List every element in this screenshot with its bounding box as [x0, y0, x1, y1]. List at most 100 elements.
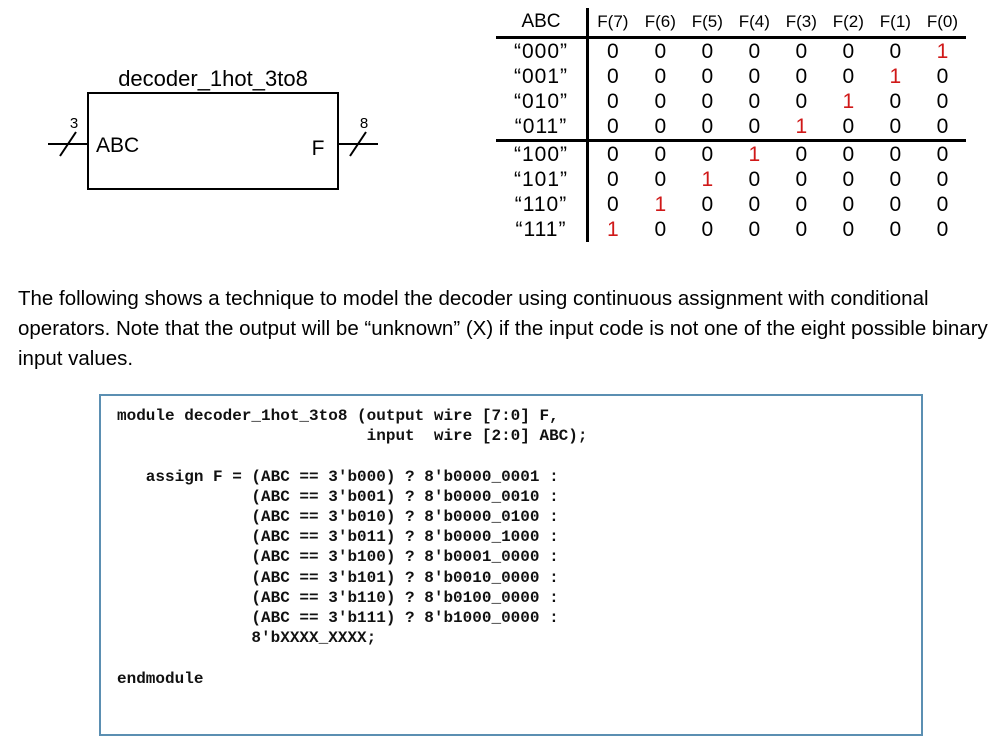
- truth-table-row: “011” 0 0 0 0 1 0 0 0: [496, 114, 966, 141]
- truth-table-output-header: F(0): [918, 8, 966, 39]
- truth-table-output-cell: 0: [701, 218, 714, 241]
- truth-table-input-cell: “111”: [496, 217, 589, 242]
- truth-table-output-cell: 0: [701, 193, 714, 216]
- truth-table-output-cell: 1: [701, 168, 714, 191]
- truth-table-output-cell: 0: [607, 90, 619, 113]
- truth-table-output-cell: 0: [936, 168, 949, 191]
- code-line: (ABC == 3'b001) ? 8'b0000_0010 :: [117, 487, 559, 506]
- truth-table-output-cell: 0: [889, 90, 902, 113]
- code-line: (ABC == 3'b111) ? 8'b1000_0000 :: [117, 609, 559, 628]
- truth-table-output-cell: 1: [795, 115, 808, 138]
- truth-table-output-cell: 0: [654, 40, 667, 63]
- truth-table-output-cell: 0: [824, 139, 872, 167]
- truth-table-output-cell: 0: [795, 193, 808, 216]
- truth-table-input-cell: “110”: [496, 192, 589, 217]
- code-line: (ABC == 3'b011) ? 8'b0000_1000 :: [117, 528, 559, 547]
- truth-table-row: “001” 0 0 0 0 0 0 1 0: [496, 64, 966, 89]
- block-title: decoder_1hot_3to8: [118, 66, 308, 91]
- truth-table-output-header: F(5): [683, 8, 731, 39]
- truth-table-output-cell: 0: [683, 139, 731, 167]
- truth-table-input-cell: “100”: [496, 139, 589, 167]
- truth-table-output-header: F(7): [587, 8, 637, 39]
- truth-table-output-cell: 0: [607, 40, 619, 63]
- truth-table-output-cell: 0: [795, 168, 808, 191]
- truth-table-output-cell: 0: [842, 168, 855, 191]
- truth-table-output-cell: 0: [842, 65, 855, 88]
- truth-table-output-cell: 0: [936, 65, 949, 88]
- truth-table-output-cell: 0: [654, 65, 667, 88]
- truth-table-output-cell: 0: [748, 90, 761, 113]
- code-line: endmodule: [117, 669, 204, 688]
- truth-table-output-cell: 0: [636, 139, 684, 167]
- truth-table-output-cell: 0: [607, 65, 619, 88]
- truth-table-output-cell: 0: [701, 40, 714, 63]
- truth-table-output-cell: 1: [842, 90, 855, 113]
- truth-table-input-header: ABC: [496, 8, 589, 39]
- truth-table-output-cell: 0: [889, 168, 902, 191]
- truth-table-output-cell: 0: [777, 139, 825, 167]
- truth-table-body: “000” 0 0 0 0 0 0 0 1 “001” 0 0 0 0 0 0 1 0 “010” 0 0 0 0 0 1 0 0 “…: [496, 37, 966, 242]
- truth-table-output-cell: 0: [795, 65, 808, 88]
- truth-table-output-cell: 0: [936, 115, 949, 138]
- truth-table: ABC F(7) F(6) F(5) F(4) F(3) F(2) F(1) F(0) “00…: [496, 8, 966, 270]
- truth-table-output-cell: 0: [654, 218, 667, 241]
- truth-table-output-header: F(1): [871, 8, 919, 39]
- truth-table-output-cell: 1: [889, 65, 902, 88]
- truth-table-row: “000” 0 0 0 0 0 0 0 1: [496, 37, 966, 64]
- code-line: (ABC == 3'b110) ? 8'b0100_0000 :: [117, 588, 559, 607]
- output-bus-width: 8: [360, 115, 368, 132]
- description-text: The following shows a technique to model…: [18, 287, 988, 370]
- truth-table-row: “111” 1 0 0 0 0 0 0 0: [496, 217, 966, 242]
- truth-table-output-cell: 1: [730, 139, 778, 167]
- truth-table-output-cell: 0: [654, 90, 667, 113]
- verilog-code: module decoder_1hot_3to8 (output wire [7…: [101, 396, 921, 689]
- truth-table-output-header: F(6): [636, 8, 684, 39]
- input-bus-slash: [59, 131, 77, 157]
- input-port-label: ABC: [96, 134, 139, 157]
- truth-table-output-cell: 0: [654, 115, 667, 138]
- truth-table-output-cell: 0: [889, 218, 902, 241]
- code-line: (ABC == 3'b010) ? 8'b0000_0100 :: [117, 508, 559, 527]
- truth-table-output-cell: 0: [587, 139, 637, 167]
- code-line: assign F = (ABC == 3'b000) ? 8'b0000_000…: [117, 467, 559, 486]
- truth-table-output-cell: 0: [748, 193, 761, 216]
- input-bus-width: 3: [70, 115, 78, 132]
- truth-table-output-cell: 0: [607, 115, 619, 138]
- truth-table-output-cell: 0: [889, 40, 902, 63]
- code-line: (ABC == 3'b101) ? 8'b0010_0000 :: [117, 568, 559, 587]
- code-line: module decoder_1hot_3to8 (output wire [7…: [117, 407, 559, 425]
- truth-table-output-header: F(2): [824, 8, 872, 39]
- truth-table-input-cell: “011”: [496, 114, 589, 141]
- truth-table-output-cell: 0: [936, 90, 949, 113]
- truth-table-input-cell: “000”: [496, 37, 589, 64]
- truth-table-row: “110” 0 1 0 0 0 0 0 0: [496, 192, 966, 217]
- truth-table-output-cell: 0: [748, 40, 761, 63]
- truth-table-output-cell: 0: [654, 168, 667, 191]
- truth-table-output-cell: 0: [889, 115, 902, 138]
- truth-table-output-cell: 0: [748, 168, 761, 191]
- truth-table-input-cell: “010”: [496, 89, 589, 114]
- truth-table-output-cell: 1: [654, 193, 667, 216]
- truth-table-row: “101” 0 0 1 0 0 0 0 0: [496, 167, 966, 192]
- truth-table-output-cell: 1: [607, 218, 619, 241]
- decoder-box: [87, 92, 339, 190]
- code-line: [117, 446, 921, 466]
- code-line: 8'bXXXX_XXXX;: [117, 629, 377, 648]
- truth-table-output-cell: 0: [936, 218, 949, 241]
- truth-table-output-cell: 0: [748, 218, 761, 241]
- truth-table-row: “100” 0 0 0 1 0 0 0 0: [496, 139, 966, 167]
- truth-table-output-cell: 0: [748, 65, 761, 88]
- truth-table-output-cell: 0: [871, 139, 919, 167]
- truth-table-output-header: F(4): [730, 8, 778, 39]
- truth-table-output-cell: 0: [795, 40, 808, 63]
- truth-table-output-cell: 0: [889, 193, 902, 216]
- truth-table-output-cell: 0: [795, 218, 808, 241]
- truth-table-output-cell: 0: [701, 115, 714, 138]
- code-box: module decoder_1hot_3to8 (output wire [7…: [99, 394, 923, 736]
- output-port-label: F: [312, 137, 325, 160]
- truth-table-output-cell: 0: [842, 115, 855, 138]
- code-line: (ABC == 3'b100) ? 8'b0001_0000 :: [117, 548, 559, 567]
- truth-table-output-cell: 0: [936, 193, 949, 216]
- truth-table-output-cell: 0: [748, 115, 761, 138]
- truth-table-output-cell: 0: [918, 139, 966, 167]
